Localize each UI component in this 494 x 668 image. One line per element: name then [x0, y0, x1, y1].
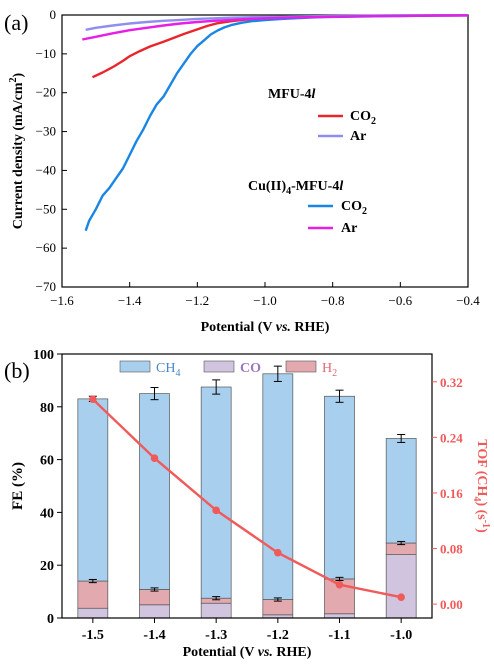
x-tick-label-b: -1.1 — [328, 628, 350, 643]
bar-co — [200, 602, 232, 619]
bar-ch4 — [139, 393, 170, 590]
y-tick-label-a: −10 — [36, 46, 56, 61]
x-tick-label-b: -1.0 — [390, 628, 412, 643]
tof-point — [89, 395, 97, 403]
x-tick-label-a: −1.6 — [50, 293, 74, 308]
panel-a-x-axis-label: Potential (V vs. RHE) — [201, 320, 330, 335]
y-tick-label-b: 40 — [40, 506, 54, 521]
y2-tick-label-b: 0.16 — [440, 486, 463, 501]
panel-b-legend: CH4 CO H2 — [119, 360, 337, 379]
bar-h2 — [77, 580, 109, 609]
y-tick-label-a: −40 — [36, 162, 56, 177]
tof-line — [91, 398, 402, 599]
legend-label-cu-ar: Ar — [341, 221, 357, 236]
tof-point — [397, 593, 405, 601]
panel-b-plot-frame — [61, 353, 433, 619]
y-tick-label-a: −20 — [36, 85, 56, 100]
y-tick-label-b: 0 — [47, 612, 54, 627]
legend-swatch-ch4 — [119, 360, 151, 373]
bar-ch4 — [324, 395, 355, 580]
y-tick-label-a: −60 — [36, 240, 56, 255]
legend-label-h2: H2 — [322, 361, 337, 379]
y2-tick-label-b: 0.32 — [440, 375, 463, 390]
y-tick-label-b: 60 — [40, 454, 54, 469]
x-tick-label-a: −1.2 — [186, 293, 210, 308]
bar-co — [139, 604, 170, 619]
panel-a-label: (a) — [4, 10, 28, 35]
x-tick-label-b: -1.4 — [143, 628, 165, 643]
series-line-cu-ar — [82, 14, 469, 41]
bar-ch4 — [77, 398, 109, 582]
y-tick-label-a: −30 — [36, 124, 56, 139]
y-tick-label-b: 100 — [33, 348, 54, 363]
y2-tick-label-b: 0.00 — [440, 597, 463, 612]
panel-a-legend: MFU-4l CO2 Ar Cu(II)4-MFU-4l CO2 Ar — [248, 87, 376, 236]
bar-co — [324, 613, 355, 619]
legend-group-cu-mfu: Cu(II)4-MFU-4l — [248, 179, 343, 197]
y-tick-label-b: 80 — [40, 401, 54, 416]
tof-point — [274, 548, 282, 557]
bar-ch4 — [385, 438, 417, 544]
y2-tick-label-b: 0.08 — [440, 542, 463, 557]
legend-label-mfu-co2: CO2 — [350, 109, 376, 127]
panel-b-chart: (b) -1.5 -1.4 -1.3 -1.2 -1.1 -1.0 0 20 40 60 80 100… — [4, 348, 491, 660]
x-tick-label-a: −0.8 — [321, 293, 345, 308]
y-tick-label-a: −70 — [36, 279, 56, 294]
y-tick-label-a: −50 — [36, 201, 56, 216]
panel-b-label: (b) — [4, 358, 30, 383]
legend-label-cu-co2: CO2 — [341, 199, 367, 217]
panel-b-y-axis-label: FE (%) — [10, 462, 26, 510]
x-tick-label-a: −0.6 — [389, 293, 413, 308]
tof-point — [335, 580, 344, 589]
bar-ch4 — [262, 373, 294, 600]
y-tick-label-b: 20 — [40, 559, 54, 574]
legend-label-co: CO — [240, 361, 261, 376]
x-tick-label-b: -1.2 — [267, 628, 289, 643]
tof-point — [212, 506, 220, 515]
x-tick-label-b: -1.3 — [205, 628, 227, 643]
bar-co — [77, 607, 109, 619]
series-line-mfu-co2 — [91, 14, 469, 79]
y2-tick-label-b: 0.24 — [440, 430, 463, 445]
x-tick-label-a: −1.4 — [118, 293, 142, 308]
x-tick-label-a: −1.0 — [253, 293, 277, 308]
bar-ch4 — [200, 386, 232, 599]
series-line-cu-co2 — [84, 14, 469, 232]
panel-b-x-axis-label: Potential (V vs. RHE) — [183, 645, 312, 660]
bar-h2 — [139, 589, 170, 606]
panel-a-y-axis-label: Current density (mA/cm2) — [8, 72, 26, 229]
panel-b-y2-axis-label: TOF (CH4) (s-1) — [471, 439, 491, 533]
bar-h2 — [262, 599, 294, 616]
legend-label-ch4: CH4 — [156, 361, 180, 379]
panel-a-chart: (a) −1.6 −1.4 −1.2 −1.0 −0.8 −0.6 −0.4 0 −10 −20 −… — [4, 7, 480, 335]
x-tick-label-a: −0.4 — [456, 293, 480, 308]
panel-a-plot-frame — [61, 14, 469, 288]
y-tick-label-a: 0 — [50, 7, 57, 22]
legend-swatch-h2 — [285, 360, 317, 373]
tof-point — [150, 454, 159, 463]
legend-label-mfu-ar: Ar — [350, 129, 366, 144]
legend-group-mfu: MFU-4l — [268, 87, 316, 102]
x-tick-label-b: -1.5 — [82, 628, 104, 643]
bar-co — [385, 554, 417, 619]
legend-swatch-co — [203, 360, 235, 373]
